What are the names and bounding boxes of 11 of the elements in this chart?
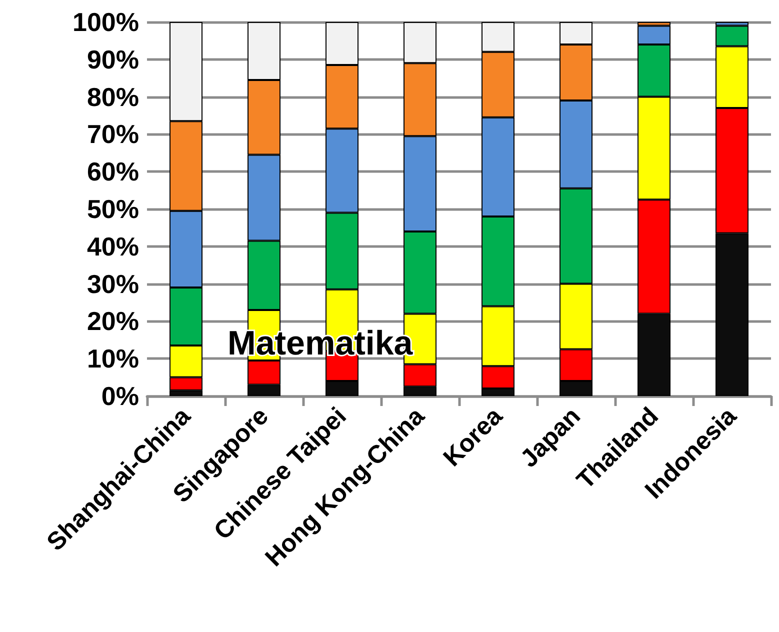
y-tick-label: 100% (72, 7, 139, 37)
y-tick-label: 30% (86, 268, 139, 299)
y-tick-label: 10% (86, 344, 139, 374)
y-tick-label: 50% (86, 194, 139, 224)
y-tick-label: 60% (86, 156, 139, 187)
y-tick-label: 70% (86, 119, 139, 150)
y-tick-label: 80% (86, 82, 139, 112)
y-tick-label: 20% (86, 306, 139, 336)
y-tick-label: 40% (86, 231, 139, 262)
y-tick-label: 90% (86, 44, 139, 74)
y-tick-label: 0% (101, 381, 139, 411)
